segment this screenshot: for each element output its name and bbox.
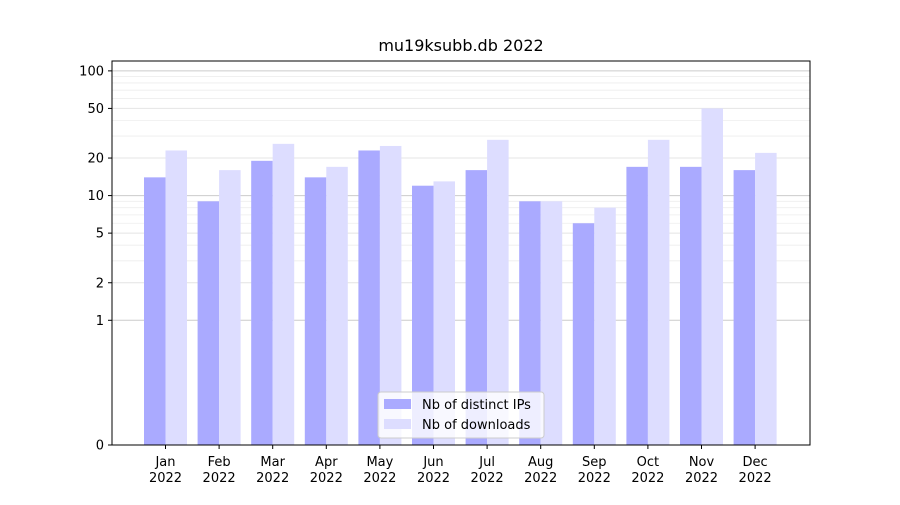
y-tick-label: 1 [96,314,104,329]
plot-frame [111,60,811,446]
bar-distinct-ips [412,185,434,445]
x-tick-label: Nov 2022 [685,455,718,486]
bar-distinct-ips [465,170,488,445]
x-axis: Jan 2022 Feb 2022 Mar 2022 Apr 2022 May 2022 Jun 20… [149,445,772,486]
bar-downloads [540,201,563,445]
x-tick-label: Aug 2022 [524,455,557,486]
bar-downloads [701,108,723,446]
bar-downloads [165,150,187,445]
bar-distinct-ips [680,166,702,445]
x-tick-label: Sep 2022 [578,455,611,486]
x-tick-label: Apr 2022 [310,455,343,486]
bar-downloads [272,143,295,446]
y-tick-label: 5 [96,227,104,242]
bar-downloads [433,181,455,445]
chart-title: mu19ksubb.db 2022 [378,36,543,55]
x-tick-label: May 2022 [363,455,396,486]
bar-distinct-ips [251,160,273,445]
x-tick-label: Feb 2022 [203,455,236,486]
bar-distinct-ips [144,177,166,445]
legend-box [377,391,545,439]
x-tick-label: Jan 2022 [149,455,182,486]
bar-downloads [379,145,402,446]
y-tick-label: 50 [87,102,104,117]
legend-label: Nb of distinct IPs [422,398,531,413]
bar-downloads [326,166,348,445]
x-tick-label: Mar 2022 [256,455,289,486]
x-tick-label: Jul 2022 [471,455,504,486]
y-tick-label: 20 [87,152,104,167]
bar-distinct-ips [572,223,595,445]
bar-downloads [594,207,616,445]
y-axis: 0 1 2 5 10 20 50 100 [79,64,112,454]
bars [144,108,777,446]
y-tick-label: 100 [79,64,104,79]
bar-distinct-ips [733,170,756,445]
bar-distinct-ips [304,177,327,445]
x-tick-label: Oct 2022 [631,455,664,486]
bar-distinct-ips [626,166,648,445]
y-tick-label: 0 [96,439,104,454]
legend-label: Nb of downloads [422,418,531,433]
x-tick-label: Jun 2022 [417,455,450,486]
legend-swatch [384,419,411,429]
y-tick-label: 2 [96,276,104,291]
bar-distinct-ips [197,201,220,445]
bar-distinct-ips [358,150,380,445]
bar-downloads [487,139,509,445]
bar-distinct-ips [519,201,541,445]
legend: Nb of distinct IPs Nb of downloads [377,391,545,439]
bar-downloads [219,170,241,445]
y-tick-label: 10 [87,189,104,204]
bar-downloads [755,152,777,445]
x-tick-label: Dec 2022 [739,455,772,486]
legend-swatch [384,399,411,409]
bar-downloads [647,139,670,445]
